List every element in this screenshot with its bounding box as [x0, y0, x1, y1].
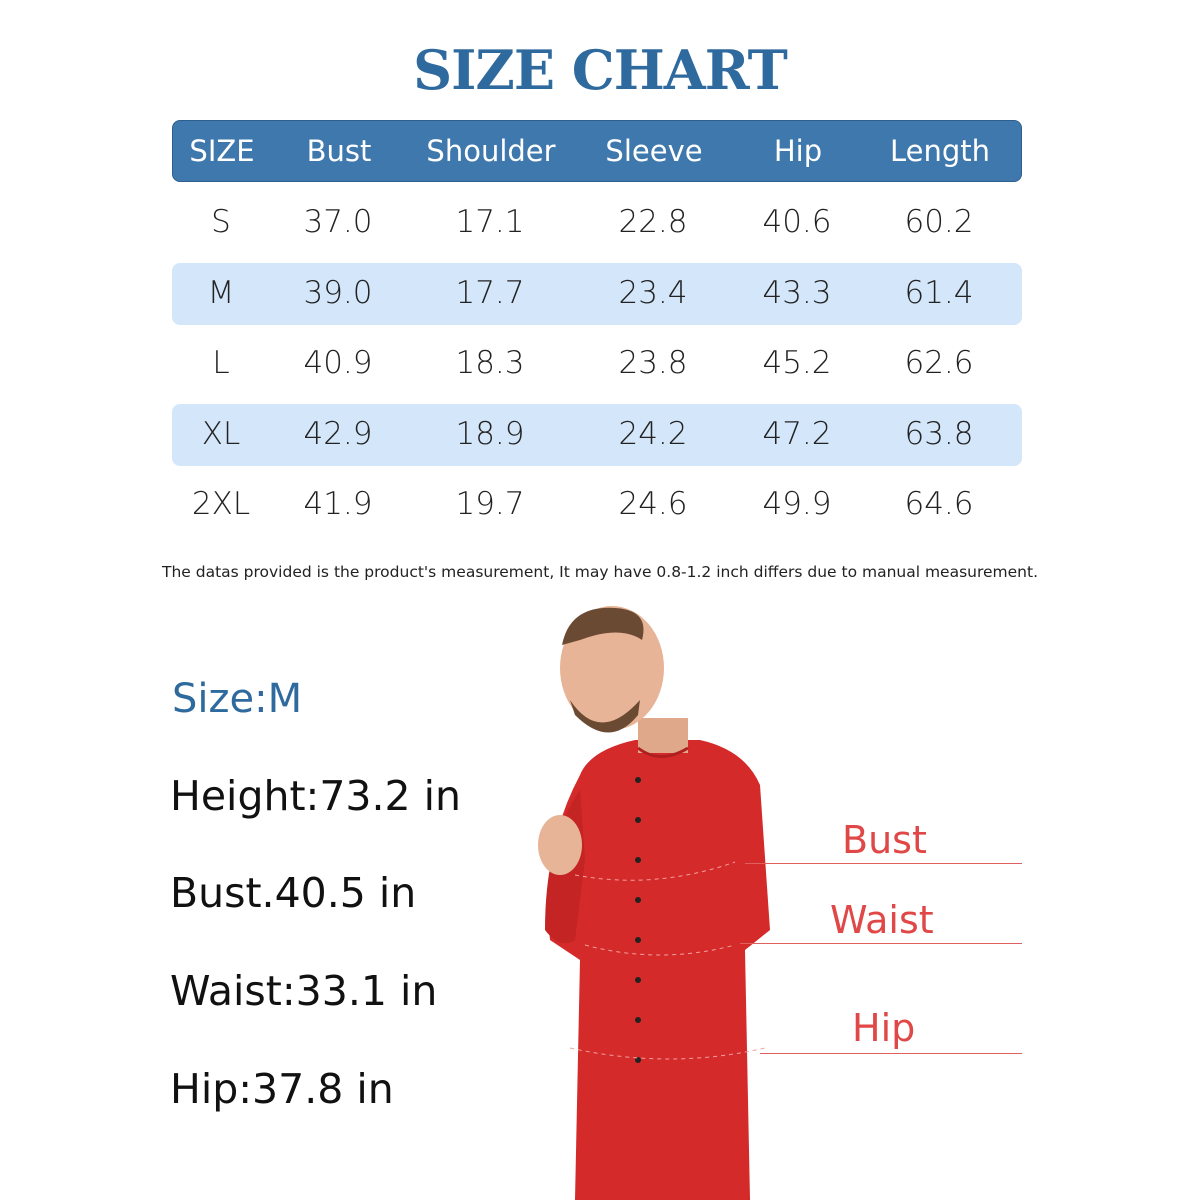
cell-shoulder: 18.3	[455, 345, 525, 381]
cell-size: L	[212, 345, 230, 381]
cell-sleeve: 23.8	[618, 345, 688, 381]
model-hip: Hip:37.8 in	[170, 1065, 394, 1113]
cell-size: M	[207, 274, 235, 311]
cell-length: 60.2	[904, 204, 974, 240]
cell-hip: 47.2	[762, 415, 832, 452]
header-sleeve: Sleeve	[605, 134, 703, 168]
header-length: Length	[889, 134, 991, 168]
measurement-note: The datas provided is the product's meas…	[161, 563, 1039, 581]
cell-shoulder: 17.1	[455, 204, 525, 240]
hip-label: Hip	[852, 1006, 916, 1050]
cell-sleeve: 23.4	[618, 274, 688, 311]
cell-length: 64.6	[904, 486, 974, 522]
cell-sleeve: 22.8	[618, 204, 688, 240]
header-size: SIZE	[189, 134, 255, 168]
cell-hip: 43.3	[762, 274, 832, 311]
table-row: S 37.0 17.1 22.8 40.6 60.2	[172, 192, 1022, 254]
table-row: 2XL 41.9 19.7 24.6 49.9 64.6	[172, 474, 1022, 536]
cell-hip: 40.6	[762, 204, 832, 240]
bust-label: Bust	[842, 818, 927, 862]
cell-length: 61.4	[904, 274, 974, 311]
hip-line	[760, 1053, 1022, 1054]
cell-length: 62.6	[904, 345, 974, 381]
cell-shoulder: 18.9	[455, 415, 525, 452]
cell-bust: 41.9	[303, 486, 373, 522]
model-photo	[538, 606, 770, 1200]
model-size: Size:M	[172, 676, 303, 722]
cell-size: S	[211, 204, 231, 240]
model-waist: Waist:33.1 in	[170, 967, 438, 1015]
cell-shoulder: 19.7	[455, 486, 525, 522]
cell-size: 2XL	[191, 486, 251, 522]
table-row: M 39.0 17.7 23.4 43.3 61.4	[172, 262, 1022, 325]
header-hip: Hip	[773, 134, 823, 168]
cell-shoulder: 17.7	[455, 274, 525, 311]
bust-line	[745, 863, 1022, 864]
cell-length: 63.8	[904, 415, 974, 452]
header-bust: Bust	[306, 134, 372, 168]
cell-size: XL	[201, 415, 241, 452]
header-shoulder: Shoulder	[426, 134, 556, 168]
model-bust: Bust.40.5 in	[170, 869, 417, 917]
waist-label: Waist	[830, 898, 934, 942]
page-title: SIZE CHART	[413, 38, 788, 102]
table-row: XL 42.9 18.9 24.2 47.2 63.8	[172, 403, 1022, 466]
model-height: Height:73.2 in	[170, 772, 462, 820]
table-header: SIZE Bust Shoulder Sleeve Hip Length	[172, 120, 1022, 182]
cell-hip: 49.9	[762, 486, 832, 522]
waist-line	[740, 943, 1022, 944]
cell-bust: 39.0	[303, 274, 373, 311]
cell-bust: 42.9	[303, 415, 373, 452]
cell-sleeve: 24.6	[618, 486, 688, 522]
cell-hip: 45.2	[762, 345, 832, 381]
cell-sleeve: 24.2	[618, 415, 688, 452]
cell-bust: 40.9	[303, 345, 373, 381]
table-row: L 40.9 18.3 23.8 45.2 62.6	[172, 333, 1022, 395]
cell-bust: 37.0	[303, 204, 373, 240]
